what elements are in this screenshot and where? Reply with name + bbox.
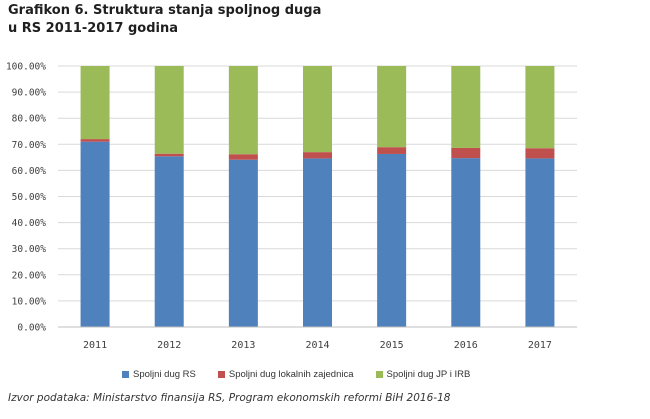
chart-title-line-1: Grafikon 6. Struktura stanja spoljnog du…: [8, 3, 322, 18]
x-axis-ticks: 2011 2012 2013 2014 2015 2016 2017: [83, 340, 552, 351]
bar-2017-series-1: [525, 158, 555, 327]
bar-2015-series-1: [377, 153, 407, 327]
bar-2014-series-1: [303, 158, 332, 327]
legend-label-spoljni-dug-lokalnih-zajednica: Spoljni dug lokalnih zajednica: [228, 369, 354, 380]
legend-label-spoljni-dug-rs: Spoljni dug RS: [133, 369, 196, 380]
x-tick-label-2015: 2015: [380, 340, 404, 351]
chart-title-line-2: u RS 2011-2017 godina: [8, 21, 178, 36]
y-tick-label: 10.00%: [12, 296, 47, 307]
legend-label-spoljni-dug-jp-irb: Spoljni dug JP i IRB: [386, 369, 471, 380]
bar-2014-series-2: [303, 152, 332, 159]
bar-2013-series-3: [228, 66, 258, 155]
bar-2012-series-3: [154, 66, 184, 154]
bar-2013-series-1: [228, 159, 258, 327]
x-tick-label-2013: 2013: [231, 340, 255, 351]
bar-2012-series-2: [154, 153, 184, 157]
legend-item-spoljni-dug-rs: Spoljni dug RS: [122, 369, 196, 380]
x-tick-label-2014: 2014: [305, 340, 329, 351]
x-tick-label-2016: 2016: [454, 340, 478, 351]
bar-2016-series-1: [451, 158, 481, 327]
bar-2017-series-2: [525, 148, 555, 159]
y-tick-label: 80.00%: [12, 114, 47, 125]
x-tick-label-2011: 2011: [83, 340, 107, 351]
legend-swatch-spoljni-dug-jp-irb: [375, 371, 383, 378]
bar-2016-series-3: [451, 66, 481, 148]
bar-2014-series-3: [303, 66, 332, 153]
chart-legend: Spoljni dug RS Spoljni dug lokalnih zaje…: [122, 369, 470, 380]
y-tick-label: 90.00%: [12, 88, 47, 99]
legend-item-spoljni-dug-lokalnih-zajednica: Spoljni dug lokalnih zajednica: [217, 369, 354, 380]
legend-swatch-spoljni-dug-lokalnih-zajednica: [217, 371, 225, 378]
x-tick-label-2012: 2012: [157, 340, 181, 351]
y-tick-label: 20.00%: [12, 270, 47, 281]
legend-item-spoljni-dug-jp-irb: Spoljni dug JP i IRB: [375, 369, 471, 380]
bars: [80, 66, 555, 327]
chart-title: Grafikon 6. Struktura stanja spoljnog du…: [8, 2, 321, 38]
bar-2011-series-1: [80, 141, 110, 327]
y-axis-ticks: 0.00% 10.00% 20.00% 30.00% 40.00% 50.00% 60.00…: [6, 62, 46, 334]
bar-2013-series-2: [228, 154, 258, 160]
source-note: Izvor podataka: Ministarstvo finansija R…: [8, 392, 451, 404]
y-tick-label: 70.00%: [12, 140, 47, 151]
bar-2017-series-3: [525, 66, 555, 149]
bar-2011-series-2: [80, 139, 110, 142]
y-tick-label: 40.00%: [12, 218, 47, 229]
legend-swatch-spoljni-dug-rs: [122, 371, 129, 378]
y-tick-label: 0.00%: [17, 323, 46, 334]
x-tick-label-2017: 2017: [528, 340, 552, 351]
bar-2015-series-2: [377, 147, 407, 154]
y-tick-label: 60.00%: [12, 166, 47, 177]
bar-2015-series-3: [377, 66, 407, 148]
bar-2011-series-3: [80, 66, 110, 140]
bar-2012-series-1: [154, 156, 184, 327]
y-tick-label: 30.00%: [12, 244, 47, 255]
bar-2016-series-2: [451, 147, 481, 159]
y-tick-label: 50.00%: [12, 192, 47, 203]
y-tick-label: 100.00%: [6, 62, 46, 73]
